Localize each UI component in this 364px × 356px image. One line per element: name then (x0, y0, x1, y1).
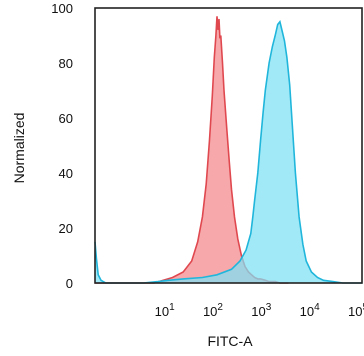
histogram-outline-2 (94, 20, 362, 284)
y-tick-label: 40 (59, 166, 73, 181)
y-axis-ticks: 0 20 40 60 80 100 (51, 1, 73, 291)
y-axis-label: Normalized (11, 113, 27, 184)
y-tick-label: 100 (51, 1, 73, 16)
x-axis-label: FITC-A (207, 333, 253, 349)
x-tick-label: 105 (348, 302, 364, 319)
plot-frame (94, 7, 363, 284)
y-tick-label: 0 (66, 276, 73, 291)
y-tick-label: 20 (59, 221, 73, 236)
y-tick-label: 60 (59, 111, 73, 126)
y-tick-label: 80 (59, 56, 73, 71)
x-tick-label: 104 (300, 302, 320, 319)
x-axis-ticks: 101 102 103 104 105 (155, 302, 364, 319)
x-tick-label: 103 (251, 302, 271, 319)
x-tick-label: 102 (203, 302, 223, 319)
histogram-area-2 (95, 21, 362, 284)
plot-areas (94, 16, 362, 284)
x-tick-label: 101 (155, 302, 175, 319)
